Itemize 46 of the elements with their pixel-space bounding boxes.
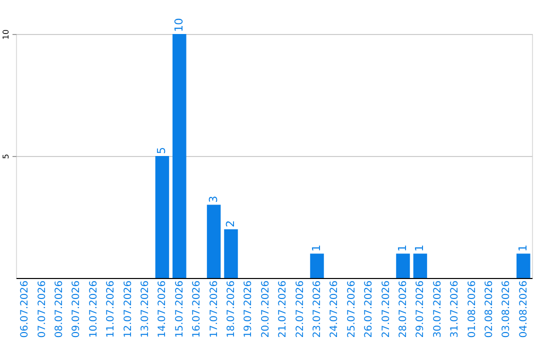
- x-tick-label: 02.08.2026: [484, 280, 495, 338]
- x-tick-label: 15.07.2026: [174, 280, 186, 338]
- data-label: 10: [172, 18, 186, 32]
- x-tick-label: 11.07.2026: [106, 280, 117, 338]
- data-label: 1: [310, 244, 323, 252]
- x-tick-label: 06.07.2026: [20, 280, 31, 338]
- x-tick-label: 21.07.2026: [278, 280, 289, 338]
- x-tick-label: 10.07.2026: [88, 280, 100, 338]
- x-tick-label: 23.07.2026: [312, 280, 323, 338]
- x-tick-label: 29.07.2026: [415, 280, 426, 338]
- data-label: 1: [516, 244, 530, 252]
- x-tick-label: 12.07.2026: [122, 280, 134, 338]
- x-tick-label: 19.07.2026: [243, 280, 254, 338]
- x-tick-label: 20.07.2026: [260, 280, 272, 338]
- x-tick-label: 04.08.2026: [518, 280, 530, 338]
- bar: [516, 254, 530, 278]
- x-tick-label: 09.07.2026: [71, 280, 82, 338]
- x-tick-label: 30.07.2026: [432, 280, 444, 338]
- x-tick-label: 03.08.2026: [501, 280, 512, 338]
- data-label: 1: [413, 244, 426, 252]
- x-tick-label: 08.07.2026: [54, 280, 65, 338]
- x-tick-label: 27.07.2026: [380, 280, 392, 338]
- x-tick-label: 24.07.2026: [329, 280, 340, 338]
- x-tick-label: 14.07.2026: [157, 280, 168, 338]
- x-tick-label: 01.08.2026: [466, 280, 478, 338]
- x-tick-label: 31.07.2026: [450, 280, 461, 338]
- bar: [396, 254, 410, 278]
- bar: [224, 229, 238, 278]
- x-tick-label: 17.07.2026: [208, 280, 220, 338]
- x-tick-label: 28.07.2026: [398, 280, 409, 338]
- x-tick-label: 16.07.2026: [192, 280, 203, 338]
- bar: [155, 156, 170, 278]
- bar: [206, 204, 221, 278]
- x-tick-label: 18.07.2026: [226, 280, 237, 338]
- x-tick-label: 22.07.2026: [294, 280, 306, 338]
- bar: [413, 254, 428, 278]
- data-label: 1: [396, 244, 409, 252]
- x-tick-label: 13.07.2026: [140, 280, 151, 338]
- data-label: 2: [224, 220, 237, 228]
- bar: [172, 34, 186, 278]
- x-tick-label: 26.07.2026: [364, 280, 375, 338]
- x-tick-label: 07.07.2026: [36, 280, 48, 338]
- data-label: 5: [155, 147, 168, 154]
- bar: [310, 254, 324, 278]
- data-label: 3: [206, 196, 220, 203]
- x-tick-label: 25.07.2026: [346, 280, 358, 338]
